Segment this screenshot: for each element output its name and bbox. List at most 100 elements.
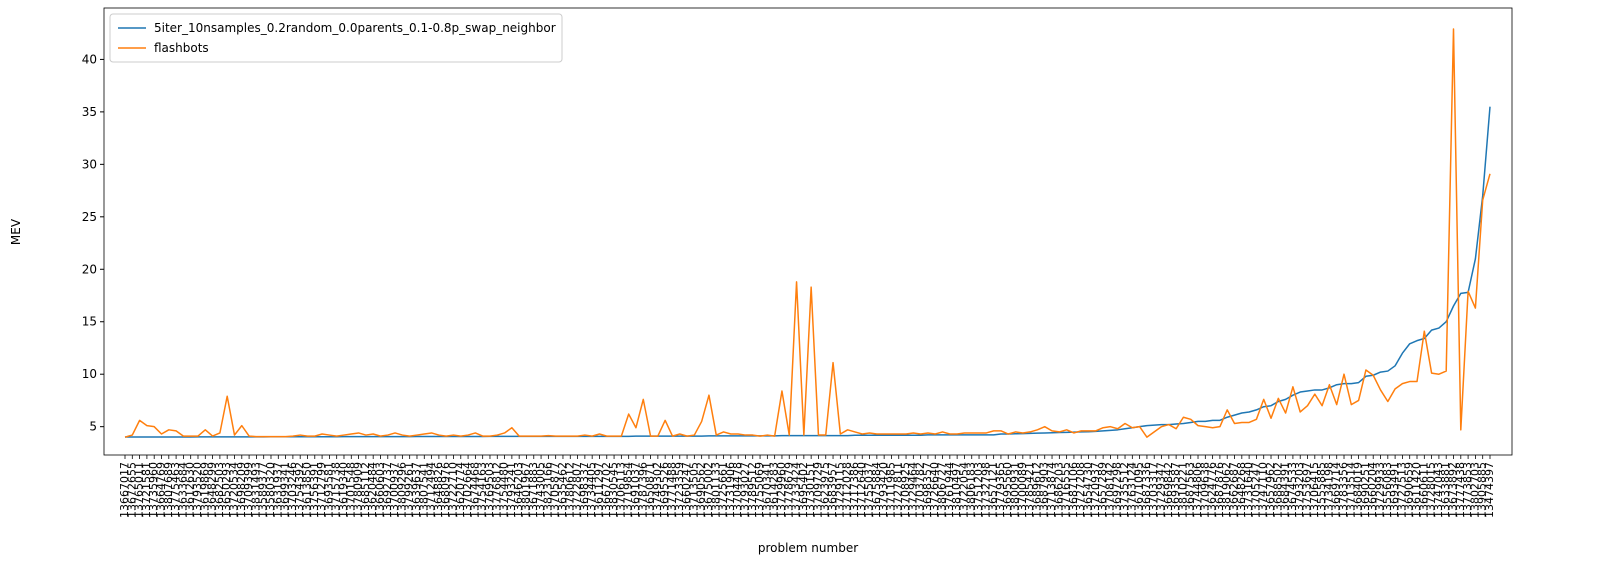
x-tick-label: 13720937 xyxy=(1089,462,1102,518)
x-tick-label: 13773853 xyxy=(1461,462,1474,518)
legend-box xyxy=(109,13,563,63)
x-tick-label: 13709638 xyxy=(1198,462,1211,518)
x-tick-label: 13648826 xyxy=(432,462,445,518)
x-tick-label: 13731640 xyxy=(1242,462,1255,518)
x-tick-label: 13744806 xyxy=(1191,462,1204,518)
x-tick-label: 13719854 xyxy=(622,462,635,518)
x-tick-label: 13831493 xyxy=(249,462,262,518)
series-line xyxy=(125,106,1491,438)
x-tick-label: 13474397 xyxy=(1483,462,1496,518)
x-tick-label: 13700089 xyxy=(1016,462,1029,518)
x-tick-label: 13623975 xyxy=(819,462,832,518)
x-tick-label: 13685112 xyxy=(359,462,372,518)
x-tick-label: 13769503 xyxy=(483,462,496,518)
x-tick-label: 13755069 xyxy=(753,462,766,518)
x-tick-label: 13721581 xyxy=(140,462,153,518)
x-tick-label: 13635462 xyxy=(556,462,569,518)
x-tick-label: 13662687 xyxy=(1228,462,1241,518)
x-tick-label: 13753697 xyxy=(1301,462,1314,518)
x-tick-label: 13722054 xyxy=(957,462,970,518)
x-tick-label: 13780612 xyxy=(563,462,576,518)
x-tick-label: 13580320 xyxy=(264,462,277,518)
x-tick-label: 13765011 xyxy=(133,462,146,518)
x-tick-label: 13801133 xyxy=(709,462,722,518)
x-tick-label: 13703782 xyxy=(914,462,927,518)
x-tick-label: 13722807 xyxy=(571,462,584,518)
y-axis-label: MEV xyxy=(9,218,23,245)
x-tick-label: 13717386 xyxy=(848,462,861,518)
x-tick-label: 13729115 xyxy=(833,462,846,518)
x-tick-label: 13674533 xyxy=(1286,462,1299,518)
x-tick-label: 13708142 xyxy=(1103,462,1116,518)
x-tick-label: 13761944 xyxy=(943,462,956,518)
x-tick-label: 13701548 xyxy=(344,462,357,518)
y-tick-label: 5 xyxy=(89,420,97,434)
x-tick-label: 13672655 xyxy=(125,462,138,518)
x-tick-label: 13556083 xyxy=(1381,462,1394,518)
x-tick-label: 13793420 xyxy=(877,462,890,518)
x-tick-label: 13793241 xyxy=(505,462,518,518)
x-tick-label: 13697298 xyxy=(1111,462,1124,518)
x-tick-label: 13779365 xyxy=(994,462,1007,518)
y-tick-label: 35 xyxy=(82,105,97,119)
x-tick-label: 13807541 xyxy=(417,462,430,518)
x-tick-label: 13690562 xyxy=(695,462,708,518)
x-tick-label: 13715738 xyxy=(330,462,343,518)
x-tick-label: 13823166 xyxy=(541,462,554,518)
x-tick-label: 13754163 xyxy=(476,462,489,518)
x-tick-label: 13727513 xyxy=(1395,462,1408,518)
x-tick-label: 13671883 xyxy=(527,462,540,518)
x-tick-label: 13775463 xyxy=(169,462,182,518)
x-tick-label: 13731906 xyxy=(724,462,737,518)
x-tick-label: 13763124 xyxy=(1125,462,1138,518)
x-tick-label: 13657289 xyxy=(1096,462,1109,518)
y-tick-label: 40 xyxy=(82,52,97,66)
x-tick-label: 13687106 xyxy=(1067,462,1080,518)
x-tick-label: 13729933 xyxy=(1374,462,1387,518)
x-tick-label: 13686203 xyxy=(1052,462,1065,518)
x-tick-label: 13691037 xyxy=(629,462,642,518)
x-tick-label: 13611420 xyxy=(1410,462,1423,518)
x-tick-label: 13708925 xyxy=(899,462,912,518)
x-tick-label: 13657962 xyxy=(1264,462,1277,518)
x-tick-label: 13735512 xyxy=(1118,462,1131,518)
x-tick-label: 13619340 xyxy=(337,462,350,518)
x-tick-label: 13751203 xyxy=(972,462,985,518)
series-line xyxy=(124,28,1491,438)
x-tick-label: 13639637 xyxy=(410,462,423,518)
x-tick-label: 13660603 xyxy=(373,462,386,518)
x-tick-label: 13650293 xyxy=(220,462,233,518)
x-tick-label: 13806183 xyxy=(965,462,978,518)
x-tick-label: 13785421 xyxy=(1023,462,1036,518)
x-tick-label: 13687903 xyxy=(1038,462,1051,518)
x-tick-label: 13722710 xyxy=(446,462,459,518)
x-tick-label: 13778679 xyxy=(782,462,795,518)
x-tick-label: 13633684 xyxy=(176,462,189,518)
x-tick-label: 13674468 xyxy=(468,462,481,518)
x-tick-label: 13705247 xyxy=(1249,462,1262,518)
x-tick-label: 13648299 xyxy=(206,462,219,518)
x-tick-label: 13810497 xyxy=(950,462,963,518)
x-tick-label: 13712799 xyxy=(315,462,328,518)
x-tick-label: 13712028 xyxy=(841,462,854,518)
x-tick-label: 13695560 xyxy=(1001,462,1014,518)
x-tick-label: 13755037 xyxy=(863,462,876,518)
x-tick-label: 13703246 xyxy=(286,462,299,518)
y-tick-label: 25 xyxy=(82,210,97,224)
x-tick-label: 13799261 xyxy=(403,462,416,518)
x-tick-label: 13716555 xyxy=(1060,462,1073,518)
x-tick-label: 13712494 xyxy=(425,462,438,518)
x-tick-label: 13690659 xyxy=(1403,462,1416,518)
x-tick-label: 13709399 xyxy=(242,462,255,518)
x-tick-label: 13680976 xyxy=(439,462,452,518)
x-tick-label: 13727811 xyxy=(892,462,905,518)
x-tick-label: 13654730 xyxy=(1082,462,1095,518)
x-tick-label: 13695402 xyxy=(797,462,810,518)
x-tick-label: 13699341 xyxy=(279,462,292,518)
legend-label: flashbots xyxy=(154,41,209,55)
x-tick-label: 13729464 xyxy=(906,462,919,518)
y-tick-label: 15 xyxy=(82,315,97,329)
x-tick-label: 13749302 xyxy=(651,462,664,518)
plot-frame xyxy=(103,7,1513,456)
